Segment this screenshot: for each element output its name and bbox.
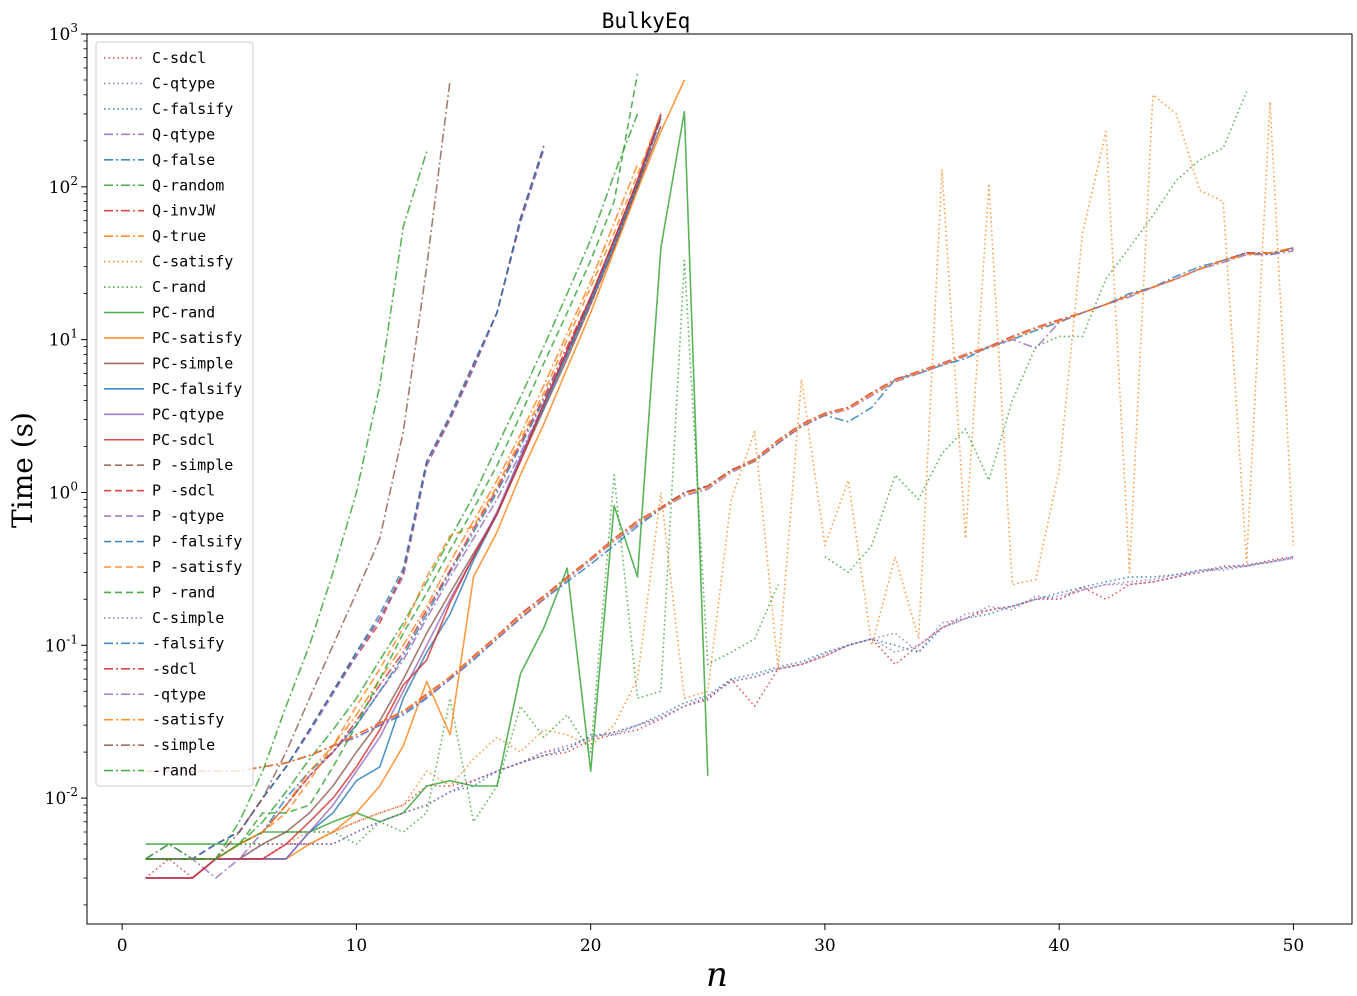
legend-label-3: C-falsify (152, 100, 233, 118)
y-tick-label: 10-1 (45, 632, 78, 656)
series-line-27 (145, 246, 1294, 773)
x-tick-label: 40 (1048, 936, 1070, 956)
legend-label-20: P -falsify (152, 533, 242, 551)
legend-box (95, 41, 254, 787)
y-axis-label: Time (s) (6, 412, 39, 528)
series-line-28 (145, 79, 451, 860)
x-tick-label: 50 (1283, 936, 1305, 956)
axes-layer: 0 10 20 30 40 50 10-2 10-1 100 101 102 103 (45, 21, 1353, 956)
y-tick-label: 102 (49, 174, 78, 198)
legend-label-12: PC-satisfy (152, 329, 242, 347)
x-tick-label: 20 (580, 936, 602, 956)
series-line-11 (145, 110, 709, 845)
chart-title: BulkyEq (602, 9, 691, 33)
legend-label-24: -falsify (152, 634, 224, 652)
legend-label-19: P -qtype (152, 507, 224, 525)
legend-label-29: -rand (152, 762, 197, 780)
legend-label-5: Q-false (152, 151, 215, 169)
legend-label-21: P -satisfy (152, 558, 242, 576)
x-axis-label: n (706, 955, 728, 995)
series-line-6 (145, 113, 639, 860)
legend-label-10: C-rand (152, 278, 206, 296)
legend-label-17: P -simple (152, 456, 233, 474)
legend-label-16: PC-sdcl (152, 431, 215, 449)
legend-label-26: -qtype (152, 685, 206, 703)
legend-label-9: C-satisfy (152, 253, 233, 271)
legend-label-1: C-sdcl (152, 49, 206, 67)
legend-label-14: PC-falsify (152, 380, 242, 398)
legend-label-7: Q-invJW (152, 202, 216, 220)
series-line-9 (145, 94, 1295, 860)
legend-label-2: C-qtype (152, 74, 215, 92)
x-tick-label: 30 (814, 936, 836, 956)
legend-label-15: PC-qtype (152, 405, 224, 423)
legend-label-13: PC-simple (152, 354, 233, 372)
series-line-29 (145, 151, 428, 860)
legend-label-22: P -rand (152, 583, 215, 601)
legend-label-28: -simple (152, 736, 215, 754)
legend: C-sdcl C-qtype C-falsify Q-qtype Q-false Q-ra… (95, 41, 254, 787)
series-line-8 (145, 164, 639, 860)
legend-label-8: Q-true (152, 227, 206, 245)
y-tick-label: 101 (49, 327, 78, 351)
x-tick-label: 0 (117, 936, 128, 956)
series-line-20 (145, 145, 545, 860)
legend-label-6: Q-random (152, 176, 224, 194)
legend-label-27: -satisfy (152, 711, 224, 729)
plot-frame (86, 33, 1353, 925)
legend-label-25: -sdcl (152, 660, 197, 678)
series-line-22 (145, 73, 639, 860)
x-tick-label: 10 (346, 936, 368, 956)
legend-label-18: P -sdcl (152, 482, 215, 500)
legend-label-11: PC-rand (152, 304, 215, 322)
y-tick-label: 100 (49, 479, 78, 503)
series-layer (145, 73, 1295, 879)
legend-label-4: Q-qtype (152, 125, 215, 143)
y-tick-label: 10-2 (45, 785, 78, 809)
legend-label-23: C-simple (152, 609, 224, 627)
y-tick-label: 103 (49, 21, 78, 45)
series-line-3 (145, 555, 1294, 860)
